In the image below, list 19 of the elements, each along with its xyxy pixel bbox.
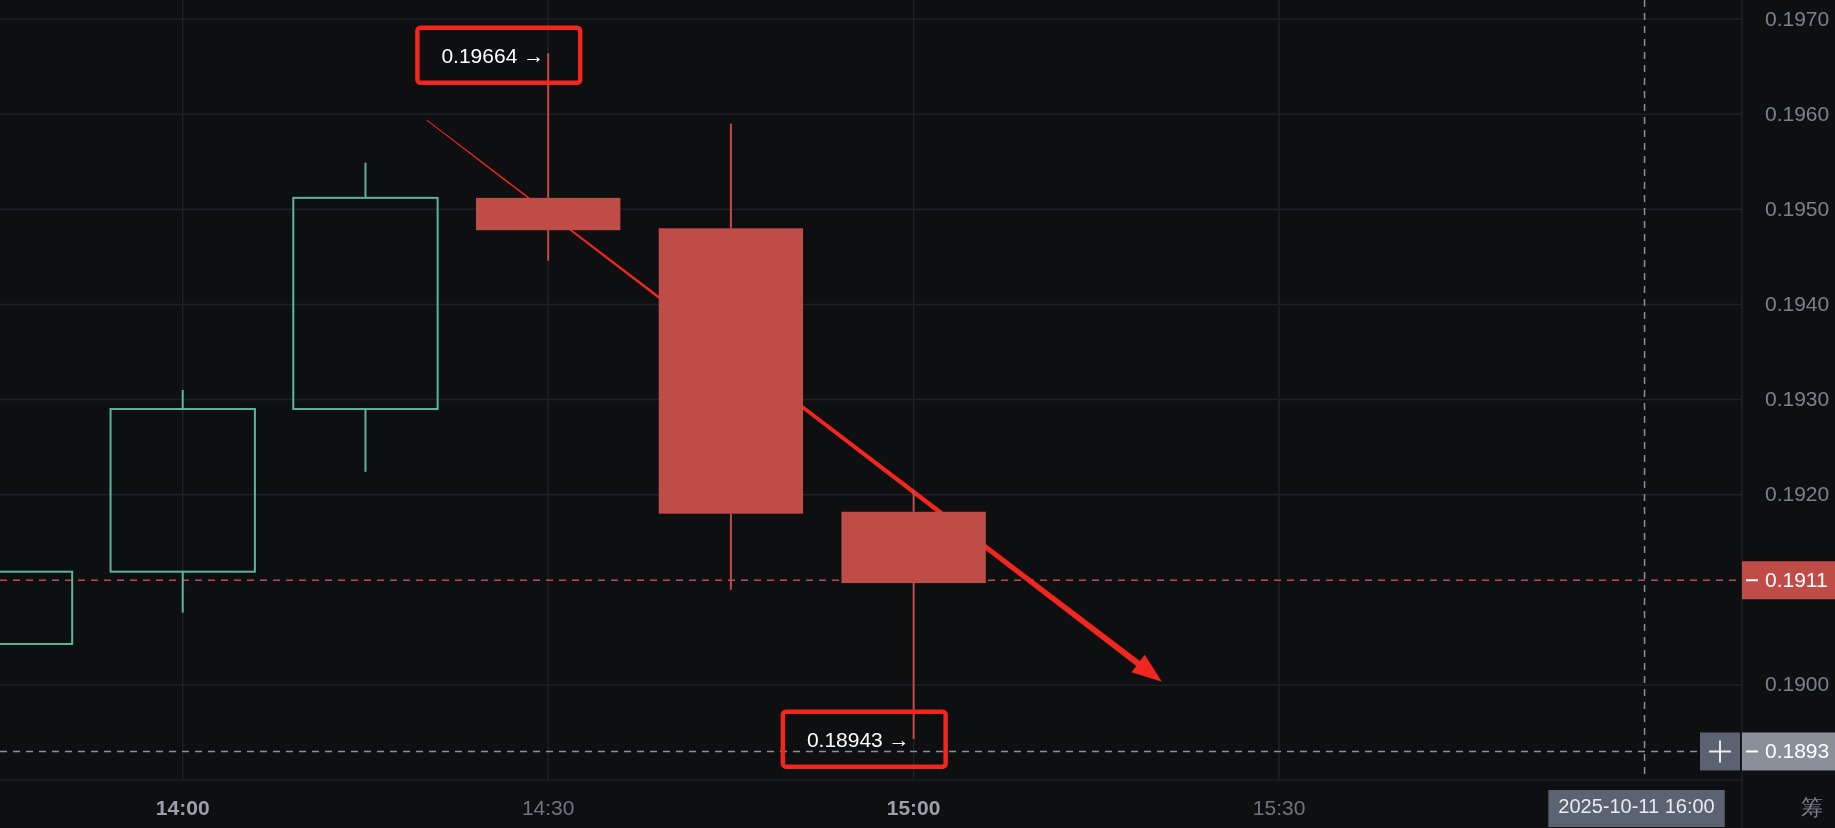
y-tick-label: 0.1960	[1765, 101, 1830, 125]
candlestick	[292, 161, 439, 473]
annotation: 0.18943 →	[806, 727, 910, 751]
y-tick-label: 0.1950	[1765, 196, 1830, 220]
x-tick-label: 14:00	[155, 795, 210, 819]
y-tick-label: 0.1940	[1765, 291, 1830, 315]
ref-line-label: 2025-10-11 16:00	[1558, 795, 1715, 818]
x-tick-label: 15:00	[886, 795, 941, 819]
x-tick-label: 15:30	[1252, 795, 1306, 819]
candlestick	[109, 389, 256, 614]
y-tick-label: 0.1970	[1765, 6, 1830, 30]
y-tick-label: 0.1920	[1765, 482, 1830, 506]
y-tick-label: 0.1900	[1765, 672, 1830, 696]
y-tick-label: 0.1930	[1765, 387, 1830, 411]
annotation: 0.19664 →	[441, 43, 545, 67]
text: 筹	[1801, 794, 1823, 820]
ref-line-label: 0.1893	[1765, 739, 1830, 763]
ref-line-label: 0.1911	[1765, 567, 1828, 591]
x-tick-label: 14:30	[521, 795, 575, 819]
